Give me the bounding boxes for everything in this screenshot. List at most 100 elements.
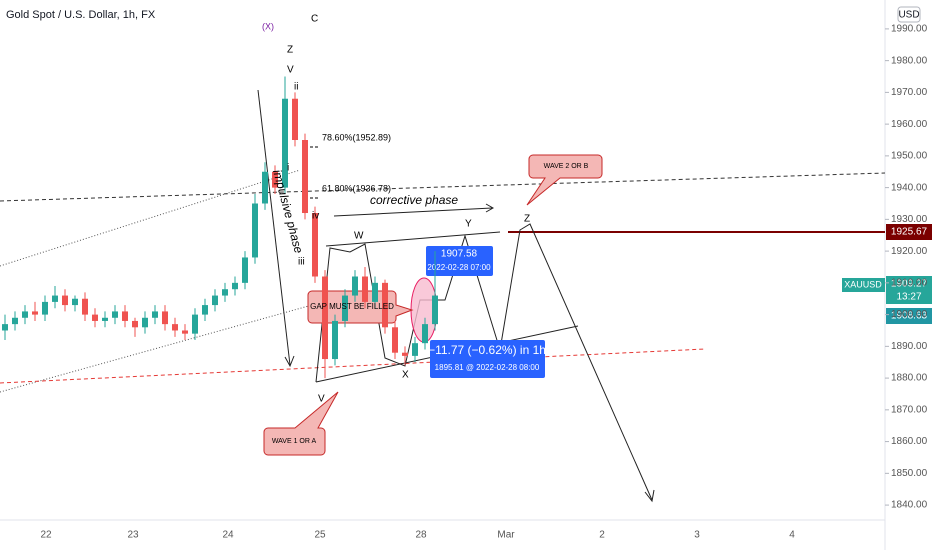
y-tick-label: 1860.00 — [891, 436, 928, 447]
x-tick-label: 23 — [127, 530, 139, 541]
countdown: 13:27 — [896, 292, 921, 303]
x-tick-label: 25 — [314, 530, 326, 541]
candle-body — [352, 276, 358, 296]
candle-body — [222, 289, 228, 296]
callout — [263, 391, 339, 456]
y-tick-label: 1880.00 — [891, 373, 928, 384]
x-tick-label: 24 — [222, 530, 234, 541]
y-tick-label: 1930.00 — [891, 214, 928, 225]
y-tick-label: 1960.00 — [891, 119, 928, 130]
annotation: iii — [298, 257, 305, 268]
arrow-line — [257, 89, 291, 366]
annotation: V — [287, 65, 294, 76]
candle-body — [382, 282, 388, 328]
bid-price: 1908.63 — [891, 311, 928, 322]
annotation: C — [311, 14, 318, 25]
triangle-line — [325, 231, 501, 247]
candle-body — [72, 298, 78, 306]
candle-body — [2, 324, 8, 331]
candle-body — [242, 257, 248, 283]
candle-body — [92, 314, 98, 321]
candle-body — [192, 314, 198, 334]
candle-body — [332, 320, 338, 360]
x-tick-label: 22 — [40, 530, 52, 541]
y-tick-label: 1900.00 — [891, 309, 928, 320]
annotation: (X) — [262, 21, 274, 31]
annotation: 78.60%(1952.89) — [322, 132, 391, 142]
x-tick-label: Mar — [497, 530, 515, 541]
candle-body — [422, 324, 428, 344]
price-tag — [886, 276, 932, 304]
annotation: 61.80%(1936.78) — [322, 183, 391, 193]
y-tick-label: 1990.00 — [891, 24, 928, 35]
measure-detail: 1895.81 @ 2022-02-28 08:00 — [435, 363, 540, 372]
price-tag — [842, 278, 885, 292]
annotation: i — [287, 163, 289, 174]
arrowhead — [485, 203, 495, 213]
candle-body — [372, 282, 378, 302]
annotation: iv — [312, 211, 319, 222]
candle-body — [342, 295, 348, 321]
annotation: GAP MUST BE FILLED — [310, 302, 394, 311]
x-tick-label: 2 — [599, 530, 605, 541]
candle-body — [392, 327, 398, 353]
candle-body — [322, 276, 328, 360]
candle-body — [292, 98, 298, 140]
annotation: X — [402, 370, 409, 381]
arrowhead — [644, 489, 655, 503]
candle-body — [102, 317, 108, 321]
dashed-line — [0, 172, 886, 202]
x-tick-label: 4 — [789, 530, 795, 541]
annotation: Y — [465, 219, 472, 230]
candle-body — [212, 295, 218, 306]
candle-body — [182, 330, 188, 334]
measure-change: −11.77 (−0.62%) in 1h — [428, 343, 546, 357]
annotation: W — [354, 231, 364, 242]
candle-body — [152, 311, 158, 318]
measure-box — [430, 340, 545, 378]
y-tick-label: 1940.00 — [891, 182, 928, 193]
price-tag — [886, 224, 932, 240]
currency[interactable]: USD — [898, 10, 919, 21]
annotation: Z — [524, 214, 530, 225]
candle-body — [172, 324, 178, 331]
y-tick-label: 1840.00 — [891, 500, 928, 511]
y-tick-label: 1910.00 — [891, 277, 928, 288]
candle-body — [362, 276, 368, 302]
y-tick-label: 1970.00 — [891, 87, 928, 98]
annotation: Z — [287, 45, 293, 56]
last-price: 1909.27 — [891, 279, 928, 290]
candle-body — [32, 311, 38, 315]
candle-body — [272, 171, 278, 188]
y-tick-label: 1980.00 — [891, 55, 928, 66]
candle-body — [22, 311, 28, 318]
annotation: corrective phase — [370, 193, 458, 207]
y-tick-label: 1870.00 — [891, 404, 928, 415]
candle-body — [412, 343, 418, 356]
level-label: 1925.67 — [891, 227, 928, 238]
x-tick-label: 28 — [415, 530, 427, 541]
candle-body — [132, 320, 138, 328]
measure-box — [426, 246, 493, 276]
x-tick-label: 3 — [694, 530, 700, 541]
annotation: WAVE 1 OR A — [272, 438, 317, 445]
candle-body — [62, 295, 68, 306]
currency-button[interactable] — [897, 6, 921, 23]
candle-body — [82, 298, 88, 315]
candle-body — [282, 98, 288, 188]
measure-time: 2022-02-28 07:00 — [427, 263, 491, 272]
candle-body — [12, 317, 18, 325]
candle-body — [302, 140, 308, 214]
arrowhead — [284, 355, 295, 368]
candle-body — [142, 317, 148, 328]
chart-title: Gold Spot / U.S. Dollar, 1h, FX — [6, 9, 156, 21]
annotation: ii — [294, 82, 298, 93]
symbol-label: XAUUSD — [844, 279, 882, 289]
y-tick-label: 1950.00 — [891, 151, 928, 162]
arrow-line — [333, 207, 493, 217]
candle-body — [252, 203, 258, 258]
candle-body — [312, 213, 318, 277]
candle-body — [202, 305, 208, 315]
